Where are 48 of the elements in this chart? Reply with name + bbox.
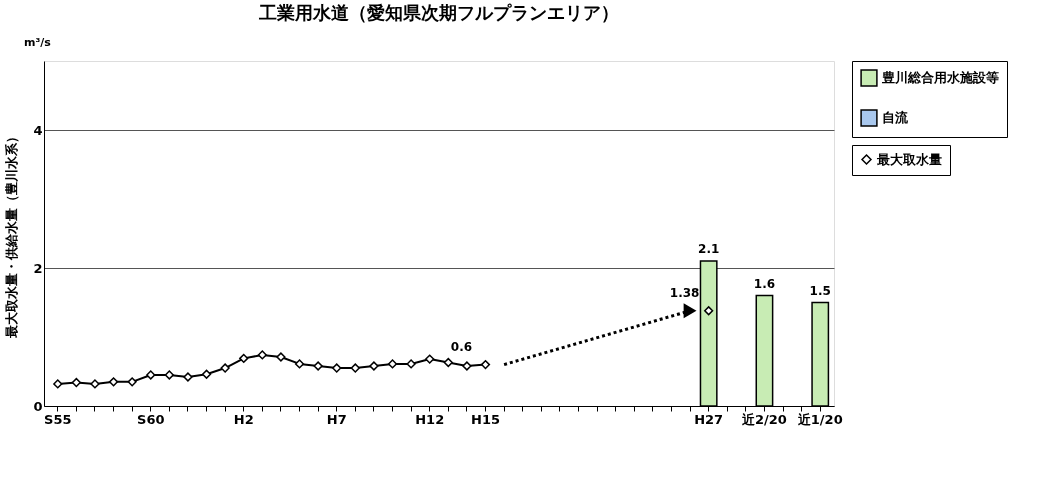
- point: [350, 363, 360, 373]
- legend-label: 豊川総合用水施設等: [881, 70, 999, 85]
- x-tick-label: H7: [326, 411, 347, 427]
- point: [183, 372, 193, 382]
- point: [108, 377, 119, 387]
- point: [406, 359, 416, 369]
- point: [164, 370, 174, 380]
- x-tick-label: H12: [415, 411, 445, 427]
- point: [90, 379, 100, 389]
- chart-title: 工業用水道（愛知県次期フルプランエリア）: [258, 2, 619, 23]
- x-tick-label: 近2/20: [741, 411, 787, 427]
- point: [313, 361, 323, 371]
- point: [239, 353, 249, 364]
- point: [220, 363, 230, 373]
- point: [127, 377, 137, 387]
- x-tick-label: 近1/20: [796, 411, 843, 427]
- point: [332, 363, 342, 373]
- legend-label: 最大取水量: [876, 151, 942, 167]
- x-tick-label: H27: [694, 411, 724, 427]
- y-tick-label: 4: [33, 122, 43, 138]
- data-label: 1.6: [753, 276, 776, 291]
- y-tick-label: 2: [33, 260, 43, 276]
- point: [369, 361, 379, 371]
- text: m³/s: [24, 36, 52, 49]
- y-axis-title: 最大取水量・供給水量（豊川水系）: [4, 130, 20, 339]
- point: [276, 352, 286, 362]
- point: [294, 359, 305, 369]
- data-label: 1.5: [809, 283, 831, 298]
- point: [387, 359, 398, 369]
- x-tick-label: H15: [471, 411, 500, 427]
- point: [443, 357, 453, 368]
- point: [71, 377, 81, 388]
- y-tick-label: 0: [33, 398, 43, 414]
- point: [201, 369, 212, 379]
- point: [462, 361, 472, 371]
- point: [53, 379, 63, 389]
- point: [704, 306, 714, 316]
- x-tick-label: S60: [137, 411, 165, 427]
- x-tick-label: S55: [44, 411, 72, 427]
- x-tick-label: H2: [233, 411, 254, 427]
- point: [425, 354, 435, 364]
- point: [257, 350, 267, 360]
- point: [480, 359, 491, 370]
- point: [146, 370, 156, 380]
- legend-label: 自流: [882, 110, 909, 125]
- data-label: 2.1: [698, 242, 720, 257]
- data-label: 1.38: [669, 285, 700, 300]
- data-label: 0.6: [450, 339, 473, 354]
